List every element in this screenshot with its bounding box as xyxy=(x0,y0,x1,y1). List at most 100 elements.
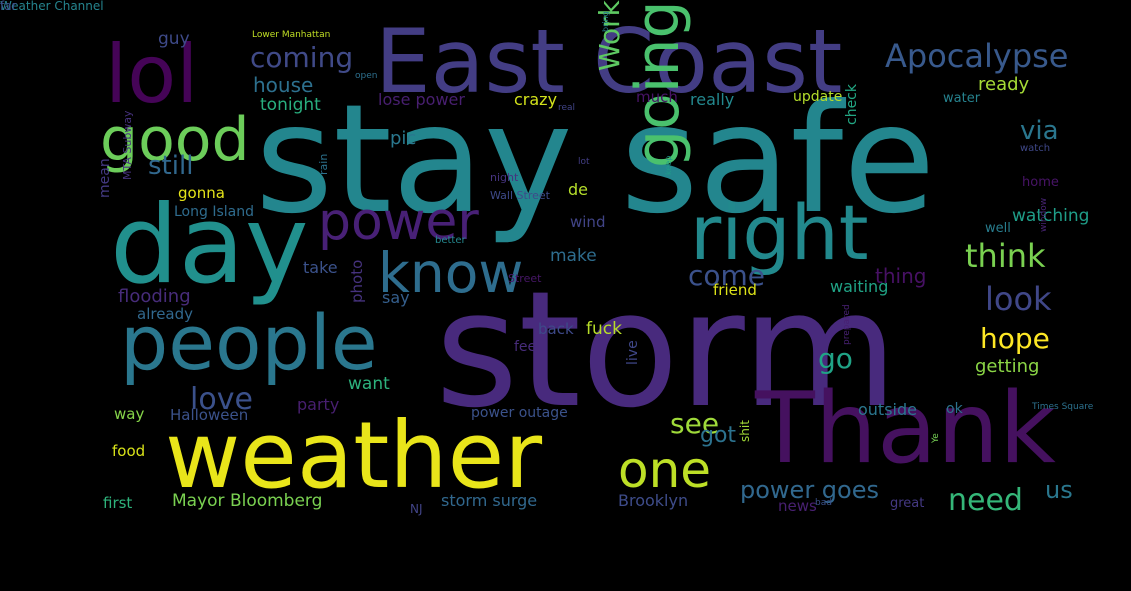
word-37: update xyxy=(793,89,843,105)
word-56: fuck xyxy=(586,319,622,339)
word-54: back xyxy=(538,320,574,338)
word-60: way xyxy=(114,405,145,423)
word-6: people xyxy=(120,298,378,387)
word-53: photo xyxy=(348,259,366,303)
word-78: Wall Street xyxy=(490,189,550,202)
word-35: much xyxy=(636,88,678,106)
word-87: real xyxy=(558,103,576,113)
word-80: rain xyxy=(317,153,330,175)
word-75: watch xyxy=(1020,143,1051,154)
word-28: come xyxy=(688,259,766,292)
word-12: power xyxy=(318,192,479,252)
word-2: East Coast xyxy=(375,10,843,113)
word-21: power goes xyxy=(740,476,879,504)
word-19: look xyxy=(985,280,1052,318)
word-50: friend xyxy=(713,281,757,299)
word-69: ok xyxy=(946,401,963,417)
word-44: wind xyxy=(570,213,606,231)
word-30: house xyxy=(253,73,314,97)
word-89: window xyxy=(1039,197,1049,232)
word-81: lot xyxy=(578,157,590,167)
word-68: outside xyxy=(858,400,917,419)
word-74: home xyxy=(1022,175,1059,190)
word-59: live xyxy=(625,340,641,365)
word-38: ready xyxy=(978,74,1030,95)
word-83: mean xyxy=(97,158,113,198)
word-92: Ye xyxy=(931,433,941,443)
word-66: Brooklyn xyxy=(618,491,689,510)
word-98: Weather Channel xyxy=(0,0,104,13)
word-36: really xyxy=(690,90,735,109)
word-3: weather xyxy=(165,402,543,509)
word-0: storm xyxy=(435,256,898,443)
word-97: shit xyxy=(738,420,752,442)
word-90: prepared xyxy=(842,304,852,345)
word-4: Thank xyxy=(755,372,1056,486)
word-70: getting xyxy=(975,356,1040,377)
word-1: stay safe xyxy=(255,73,936,247)
word-15: coming xyxy=(250,41,354,74)
word-42: gonna xyxy=(178,184,225,202)
word-67: power outage xyxy=(471,405,568,421)
word-65: storm surge xyxy=(441,491,538,510)
word-8: right xyxy=(690,188,869,277)
word-32: guy xyxy=(158,29,190,49)
word-72: well xyxy=(985,221,1011,236)
word-27: via xyxy=(1020,116,1059,146)
word-95: great xyxy=(890,496,925,511)
word-39: water xyxy=(943,91,981,106)
word-40: pic xyxy=(390,128,417,149)
word-58: party xyxy=(297,395,340,414)
word-85: Lower Manhattan xyxy=(252,30,331,40)
word-22: need xyxy=(948,483,1023,518)
word-86: open xyxy=(355,71,378,81)
word-91: Times Square xyxy=(1032,402,1094,412)
word-63: first xyxy=(103,494,133,512)
word-43: Long Island xyxy=(174,204,254,220)
word-10: going xyxy=(623,0,693,168)
word-57: want xyxy=(348,374,390,394)
word-29: still xyxy=(148,151,194,181)
word-24: got xyxy=(700,423,737,448)
word-55: feel xyxy=(514,339,541,355)
word-94: bad xyxy=(815,498,832,508)
word-34: crazy xyxy=(514,90,558,109)
word-45: make xyxy=(550,246,597,266)
word-46: take xyxy=(303,258,338,277)
word-96: NJ xyxy=(410,502,423,516)
word-16: love xyxy=(190,382,253,417)
word-73: check xyxy=(844,84,860,125)
word-71: watching xyxy=(1012,206,1090,226)
word-79: night xyxy=(490,171,519,184)
word-13: one xyxy=(618,441,712,499)
word-26: us xyxy=(1045,476,1073,504)
word-64: Mayor Bloomberg xyxy=(172,491,323,511)
word-52: already xyxy=(137,305,194,323)
word-82: keep xyxy=(664,155,673,175)
word-7: lol xyxy=(105,28,199,121)
word-49: waiting xyxy=(830,277,889,296)
word-84: MTA Subway xyxy=(121,110,134,180)
word-88: bring xyxy=(601,11,610,32)
word-18: think xyxy=(965,237,1046,275)
word-33: lose power xyxy=(378,90,465,109)
word-41: de xyxy=(568,180,588,199)
word-62: food xyxy=(112,442,146,460)
word-47: say xyxy=(382,288,410,307)
word-11: know xyxy=(378,241,524,305)
word-93: news xyxy=(778,497,817,515)
word-99: far xyxy=(0,0,17,13)
word-61: Halloween xyxy=(170,406,249,424)
word-5: day xyxy=(110,183,309,308)
word-48: thing xyxy=(875,264,927,288)
word-14: Apocalypse xyxy=(885,37,1069,75)
word-9: good xyxy=(100,105,250,175)
word-23: see xyxy=(670,407,720,440)
word-25: go xyxy=(818,342,853,375)
word-20: hope xyxy=(980,322,1050,355)
word-31: tonight xyxy=(260,95,321,115)
word-76: better xyxy=(435,235,466,246)
word-77: Street xyxy=(508,272,542,285)
word-51: flooding xyxy=(118,286,191,307)
